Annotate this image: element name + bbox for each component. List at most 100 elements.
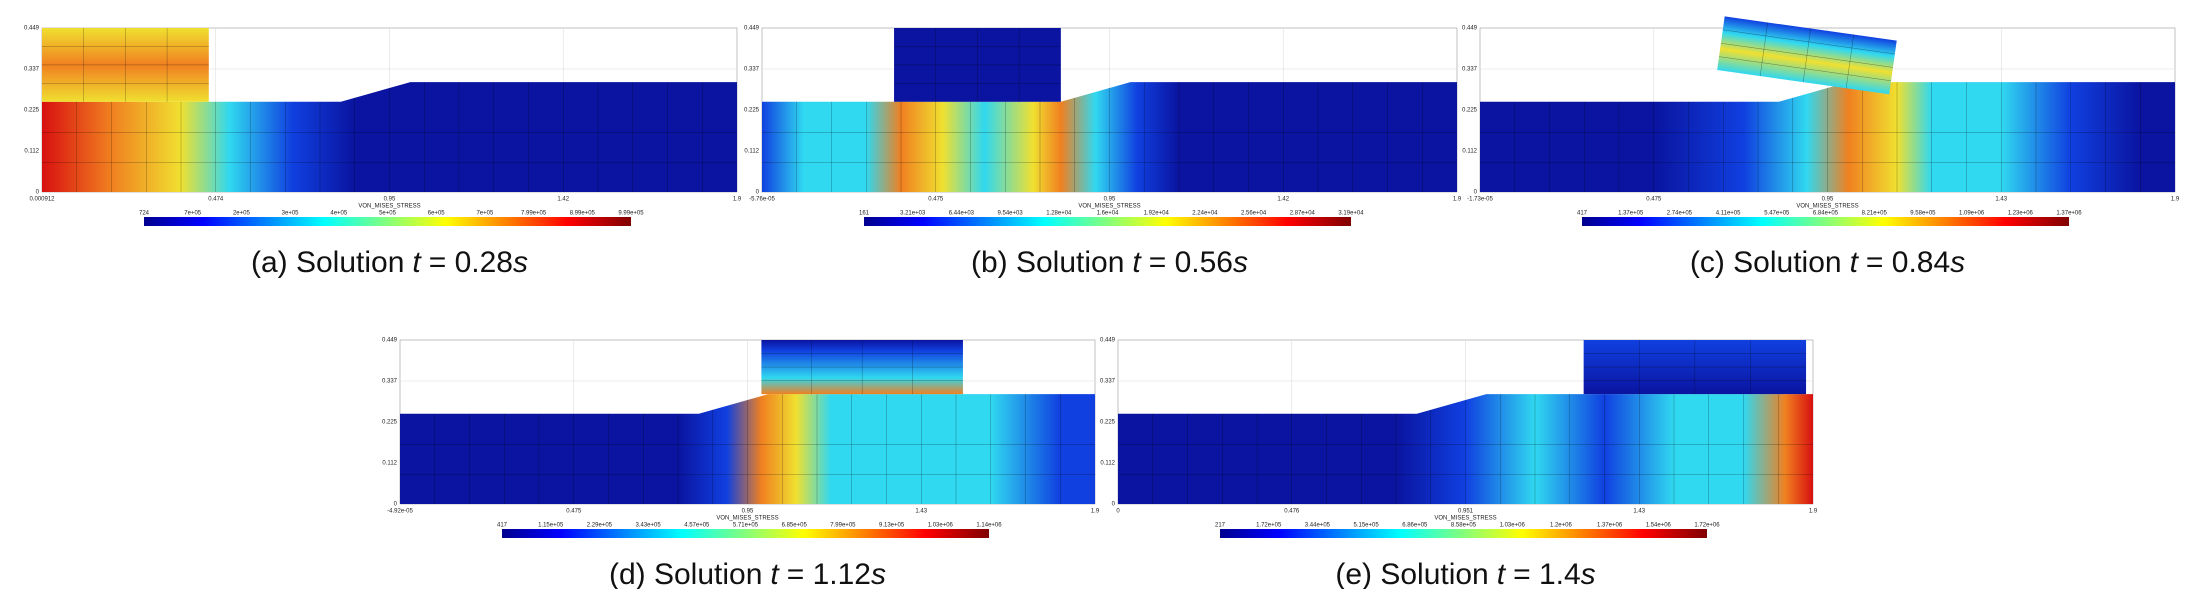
- colorbar-title: VON_MISES_STRESS: [716, 516, 778, 522]
- caption-part: s: [1233, 246, 1248, 279]
- colorbar-tick-label: 2.74e+05: [1667, 211, 1693, 217]
- colorbar-tick-label: 5e+05: [379, 211, 397, 217]
- colorbar-tick-label: 161: [859, 211, 870, 217]
- x-tick-label: 0.95: [1104, 197, 1116, 203]
- colorbar-tick-label: 1.92e+04: [1144, 211, 1170, 217]
- colorbar-tick-label: 9.58e+05: [1910, 211, 1936, 217]
- colorbar-tick-label: 6e+05: [428, 211, 446, 217]
- x-tick-label: 1.42: [1277, 197, 1289, 203]
- y-tick-label: 0: [36, 190, 40, 196]
- y-tick-label: 0.112: [744, 149, 759, 155]
- colorbar-tick-label: 2.56e+04: [1241, 211, 1267, 217]
- colorbar-tick-label: 8.21e+05: [1862, 211, 1888, 217]
- colorbar-tick-label: 1.03e+06: [1500, 523, 1526, 529]
- x-tick-label: 1.43: [1633, 509, 1645, 515]
- caption-part: (a) Solution: [251, 246, 404, 279]
- x-tick-label: 1.9: [1091, 509, 1100, 515]
- caption-part: t: [412, 246, 422, 279]
- y-tick-label: 0.112: [382, 461, 397, 467]
- colorbar-tick-label: 3.19e+04: [1338, 211, 1364, 217]
- x-tick-label: 0.95: [1822, 197, 1834, 203]
- colorbar-tick-label: 1.2e+06: [1550, 523, 1573, 529]
- colorbar-tick-label: 1.37e+05: [1618, 211, 1644, 217]
- colorbar-tick-label: 1.72e+05: [1256, 523, 1282, 529]
- y-tick-label: 0.337: [382, 379, 398, 385]
- colorbar-tick-label: 8.58e+05: [1451, 523, 1477, 529]
- colorbar-tick-label: 9.13e+05: [879, 523, 905, 529]
- y-tick-label: 0.449: [744, 26, 760, 32]
- caption-part: = 0.56: [1149, 246, 1233, 279]
- panel: 0 0.112 0.225 0.337 0.449 -4.92e-05 0.475 0.95 1…: [382, 338, 1100, 589]
- colorbar-tick-label: 7.99e+05: [830, 523, 856, 529]
- y-tick-label: 0.112: [1100, 461, 1115, 467]
- x-tick-label: 1.43: [915, 509, 927, 515]
- colorbar-tick-label: 1.09e+06: [1959, 211, 1985, 217]
- colorbar: [502, 529, 989, 538]
- colorbar-tick-label: 7e+05: [184, 211, 202, 217]
- colorbar-tick-label: 1.37e+06: [1597, 523, 1623, 529]
- x-tick-label: -4.92e-05: [387, 509, 413, 515]
- caption-part: s: [513, 246, 528, 279]
- y-tick-label: 0.337: [24, 67, 40, 73]
- x-tick-label: 0.475: [928, 197, 944, 203]
- y-tick-label: 0.337: [744, 67, 760, 73]
- colorbar-title: VON_MISES_STRESS: [1796, 204, 1858, 210]
- colorbar-tick-label: 4e+05: [330, 211, 348, 217]
- x-tick-label: 1.43: [1995, 197, 2007, 203]
- colorbar-tick-label: 6.44e+03: [949, 211, 975, 217]
- y-tick-label: 0.449: [382, 338, 398, 344]
- caption: (b) Solution t = 0.56s: [971, 246, 1248, 279]
- y-tick-label: 0.225: [382, 420, 398, 426]
- colorbar-tick-label: 3e+05: [282, 211, 300, 217]
- mesh-line: [1719, 56, 1892, 82]
- y-tick-label: 0.337: [1100, 379, 1116, 385]
- y-tick-label: 0.225: [744, 108, 760, 114]
- y-tick-label: 0: [1112, 502, 1116, 508]
- caption: (c) Solution t = 0.84s: [1690, 246, 1965, 279]
- colorbar-tick-label: 4.11e+05: [1716, 211, 1741, 217]
- colorbar-title: VON_MISES_STRESS: [358, 204, 420, 210]
- caption-part: t: [770, 558, 780, 589]
- x-tick-label: 0.951: [1458, 509, 1474, 515]
- y-tick-label: 0.449: [1462, 26, 1478, 32]
- colorbar-tick-label: 5.47e+05: [1764, 211, 1790, 217]
- colorbar-tick-label: 9.99e+05: [618, 211, 644, 217]
- colorbar-tick-label: 1.72e+06: [1694, 523, 1720, 529]
- colorbar-tick-label: 2e+05: [233, 211, 251, 217]
- caption-part: t: [1497, 558, 1507, 589]
- y-tick-label: 0.225: [24, 108, 40, 114]
- caption-part: s: [1950, 246, 1965, 279]
- caption-part: = 0.84: [1866, 246, 1950, 279]
- colorbar-tick-label: 3.21e+03: [900, 211, 926, 217]
- caption: (a) Solution t = 0.28s: [251, 246, 528, 279]
- colorbar-tick-label: 1.6e+04: [1097, 211, 1120, 217]
- y-tick-label: 0: [756, 190, 760, 196]
- y-tick-label: 0.449: [24, 26, 40, 32]
- x-tick-label: 0.475: [566, 509, 582, 515]
- x-tick-label: 0.95: [742, 509, 754, 515]
- colorbar-tick-label: 5.71e+05: [733, 523, 759, 529]
- colorbar-title: VON_MISES_STRESS: [1078, 204, 1140, 210]
- colorbar-tick-label: 1.54e+06: [1646, 523, 1672, 529]
- x-tick-label: 0.474: [208, 197, 224, 203]
- colorbar: [1582, 217, 2069, 226]
- colorbar-tick-label: 417: [497, 523, 508, 529]
- colorbar-tick-label: 3.44e+05: [1305, 523, 1331, 529]
- x-tick-label: 0.475: [1646, 197, 1662, 203]
- colorbar: [864, 217, 1351, 226]
- colorbar-tick-label: 2.24e+04: [1192, 211, 1218, 217]
- colorbar-tick-label: 2.29e+05: [587, 523, 613, 529]
- mesh-line: [1845, 34, 1854, 89]
- x-tick-label: 1.9: [2171, 197, 2180, 203]
- y-tick-label: 0.337: [1462, 67, 1478, 73]
- colorbar-tick-label: 7.99e+05: [521, 211, 547, 217]
- panel: 0 0.112 0.225 0.337 0.449 0.000912 0.474 0.95 1.…: [24, 26, 742, 279]
- block: [894, 28, 1061, 102]
- x-tick-label: 1.9: [1453, 197, 1462, 203]
- caption: (d) Solution t = 1.12s: [609, 558, 886, 589]
- colorbar-tick-label: 3.43e+05: [635, 523, 661, 529]
- colorbar-title: VON_MISES_STRESS: [1434, 516, 1496, 522]
- y-tick-label: 0: [394, 502, 398, 508]
- caption-part: t: [1850, 246, 1860, 279]
